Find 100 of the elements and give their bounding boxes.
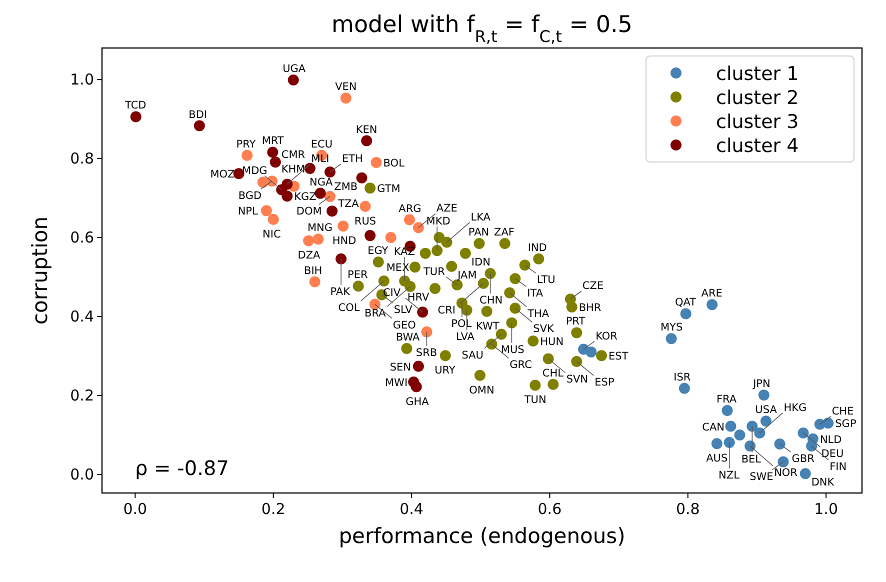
annotation: KHM — [281, 163, 306, 176]
annotation: BDI — [188, 108, 208, 121]
annotation: BHR — [578, 302, 602, 314]
annotation: CRI — [438, 304, 456, 316]
point — [722, 404, 733, 416]
point — [510, 273, 521, 284]
annotation: MKD — [426, 216, 450, 228]
point — [440, 350, 451, 362]
point — [530, 380, 541, 391]
annotation: THA — [526, 308, 550, 320]
point — [548, 378, 559, 390]
annotation: DZA — [298, 250, 322, 262]
point — [324, 190, 336, 202]
annotation: BIH — [304, 264, 322, 277]
annotation: BRA — [364, 307, 387, 320]
annotation: LKA — [470, 211, 492, 224]
point — [446, 260, 458, 272]
annotation: TZA — [337, 198, 360, 210]
point — [399, 275, 410, 286]
annotation: ρ = -0.87 — [135, 456, 229, 480]
x-tick-label: 0.2 — [261, 500, 286, 518]
point — [711, 438, 722, 450]
legend-label: cluster 2 — [716, 87, 799, 109]
annotation: AZE — [436, 202, 458, 215]
annotation: DOM — [296, 205, 322, 218]
annotation: KAZ — [394, 246, 415, 258]
point — [288, 74, 299, 86]
x-axis-title: performance (endogenous) — [338, 524, 626, 548]
y-tick-label: 0.8 — [70, 150, 94, 168]
point — [499, 238, 510, 249]
annotation: CHL — [542, 367, 564, 380]
annotation: PER — [348, 269, 368, 282]
annotation: VEN — [335, 81, 357, 94]
annotation: IND — [528, 242, 547, 254]
point — [678, 382, 690, 394]
point — [496, 328, 507, 340]
point — [361, 135, 372, 146]
point — [370, 157, 382, 168]
annotation: NPL — [238, 206, 258, 218]
point — [724, 436, 735, 448]
point — [566, 302, 578, 313]
annotation: LTU — [536, 274, 556, 286]
y-tick-label: 0.0 — [70, 465, 94, 484]
point — [519, 260, 530, 271]
point — [528, 335, 539, 346]
point — [324, 166, 336, 178]
point — [746, 420, 758, 432]
point — [410, 381, 422, 392]
point — [194, 120, 205, 132]
x-tick-label: 0.4 — [400, 500, 424, 518]
point — [401, 342, 412, 354]
annotation: NZL — [718, 469, 740, 482]
point — [242, 150, 253, 161]
point — [760, 416, 772, 427]
x-tick-label: 0.0 — [123, 500, 148, 518]
annotation: FRA — [716, 393, 738, 406]
annotation: NLD — [820, 434, 842, 446]
point — [506, 317, 518, 328]
point — [421, 326, 432, 338]
annotation: GTM — [377, 183, 400, 196]
point — [774, 438, 786, 450]
point — [481, 306, 492, 317]
annotation: GEO — [392, 319, 416, 332]
annotation: EST — [608, 350, 629, 363]
point — [312, 234, 324, 245]
point — [340, 92, 352, 104]
annotation: COL — [338, 302, 360, 314]
annotation: SGP — [835, 418, 856, 430]
point — [822, 418, 834, 429]
annotation: HRV — [407, 291, 430, 304]
point — [372, 256, 384, 268]
annotation: SLV — [394, 304, 414, 316]
annotation: HKG — [784, 402, 807, 414]
point — [452, 279, 463, 290]
point — [754, 427, 766, 438]
annotation: SWE — [750, 470, 774, 483]
annotation: GBR — [792, 453, 814, 466]
annotation: JAM — [456, 269, 477, 282]
annotation: TCD — [124, 100, 146, 112]
annotation: MYS — [660, 322, 683, 334]
point — [806, 440, 818, 452]
point — [270, 156, 281, 168]
point — [430, 282, 441, 294]
annotation: BOL — [383, 158, 405, 170]
point — [267, 146, 278, 158]
annotation: TUR — [422, 266, 445, 278]
point — [326, 206, 338, 217]
point — [336, 253, 347, 264]
point — [378, 275, 390, 286]
point — [260, 205, 272, 216]
annotation: MWI — [385, 377, 408, 390]
point — [309, 276, 320, 288]
point — [417, 306, 428, 318]
annotation: ECU — [310, 138, 333, 150]
annotation: UGA — [282, 62, 306, 75]
annotation: AUS — [706, 452, 728, 465]
annotation: SVK — [533, 323, 556, 336]
annotation: HND — [332, 235, 356, 248]
point — [533, 253, 544, 264]
point — [571, 356, 582, 368]
